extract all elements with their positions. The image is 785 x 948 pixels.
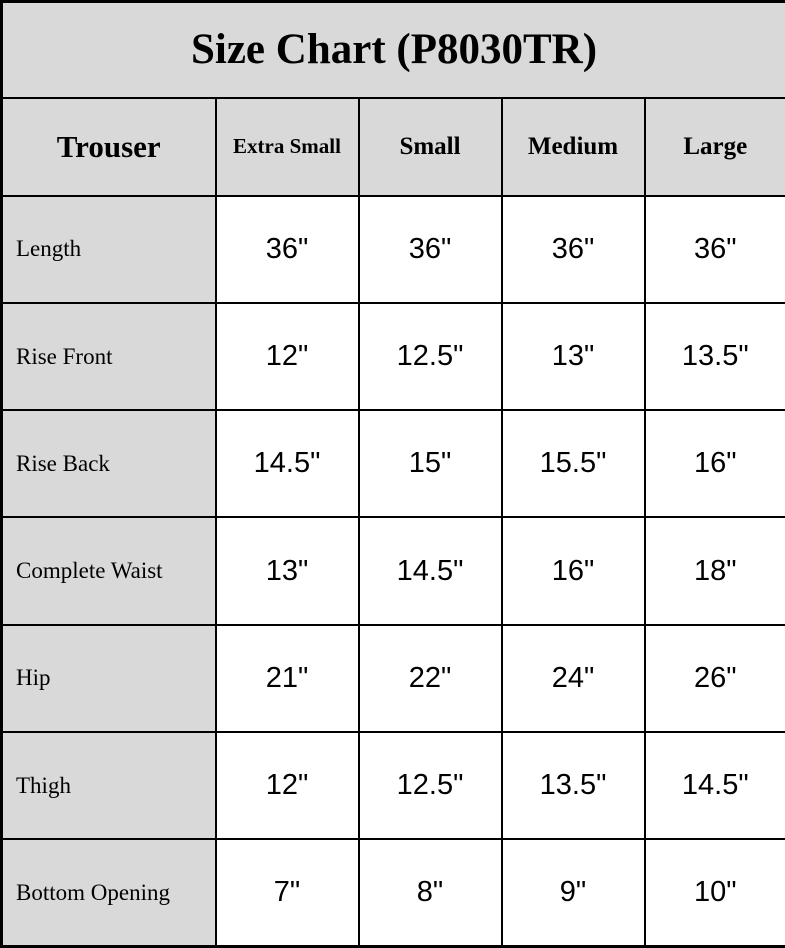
size-value-cell: 14.5" bbox=[357, 516, 503, 626]
header-row: Trouser Extra Small Small Medium Large bbox=[0, 96, 785, 197]
size-value-cell: 9" bbox=[500, 838, 646, 948]
column-header-large: Large bbox=[643, 96, 785, 197]
size-value-cell: 12.5" bbox=[357, 730, 503, 841]
size-value-cell: 13.5" bbox=[500, 730, 646, 841]
row-label: Rise Front bbox=[0, 301, 217, 412]
size-value-cell: 24" bbox=[500, 623, 646, 733]
size-value-cell: 36" bbox=[214, 194, 360, 304]
size-value-cell: 7" bbox=[214, 838, 360, 948]
page-title: Size Chart (P8030TR) bbox=[0, 0, 785, 99]
column-header-small: Small bbox=[357, 96, 503, 197]
table-row-hip: Hip 21" 22" 24" 26" bbox=[0, 623, 785, 733]
size-value-cell: 36" bbox=[643, 194, 785, 304]
size-value-cell: 12" bbox=[214, 301, 360, 412]
row-label: Bottom Opening bbox=[0, 838, 217, 948]
table-row-bottom-opening: Bottom Opening 7" 8" 9" 10" bbox=[0, 838, 785, 948]
size-value-cell: 26" bbox=[643, 623, 785, 733]
row-label: Length bbox=[0, 194, 217, 304]
size-value-cell: 18" bbox=[643, 516, 785, 626]
size-value-cell: 14.5" bbox=[643, 730, 785, 841]
table-row-thigh: Thigh 12" 12.5" 13.5" 14.5" bbox=[0, 730, 785, 841]
table-row-rise-front: Rise Front 12" 12.5" 13" 13.5" bbox=[0, 301, 785, 412]
row-label: Hip bbox=[0, 623, 217, 733]
size-value-cell: 16" bbox=[643, 409, 785, 519]
size-value-cell: 13" bbox=[500, 301, 646, 412]
column-header-extra-small: Extra Small bbox=[214, 96, 360, 197]
table-row-complete-waist: Complete Waist 13" 14.5" 16" 18" bbox=[0, 516, 785, 626]
table-row-length: Length 36" 36" 36" 36" bbox=[0, 194, 785, 304]
size-value-cell: 12.5" bbox=[357, 301, 503, 412]
size-value-cell: 36" bbox=[500, 194, 646, 304]
title-row: Size Chart (P8030TR) bbox=[0, 0, 785, 99]
column-header-trouser: Trouser bbox=[0, 96, 217, 197]
size-value-cell: 21" bbox=[214, 623, 360, 733]
size-value-cell: 15" bbox=[357, 409, 503, 519]
size-value-cell: 10" bbox=[643, 838, 785, 948]
size-value-cell: 12" bbox=[214, 730, 360, 841]
row-label: Complete Waist bbox=[0, 516, 217, 626]
column-header-medium: Medium bbox=[500, 96, 646, 197]
size-value-cell: 15.5" bbox=[500, 409, 646, 519]
size-value-cell: 16" bbox=[500, 516, 646, 626]
size-value-cell: 13.5" bbox=[643, 301, 785, 412]
table-row-rise-back: Rise Back 14.5" 15" 15.5" 16" bbox=[0, 409, 785, 519]
size-value-cell: 22" bbox=[357, 623, 503, 733]
size-value-cell: 14.5" bbox=[214, 409, 360, 519]
size-value-cell: 13" bbox=[214, 516, 360, 626]
size-value-cell: 8" bbox=[357, 838, 503, 948]
size-value-cell: 36" bbox=[357, 194, 503, 304]
row-label: Thigh bbox=[0, 730, 217, 841]
row-label: Rise Back bbox=[0, 409, 217, 519]
